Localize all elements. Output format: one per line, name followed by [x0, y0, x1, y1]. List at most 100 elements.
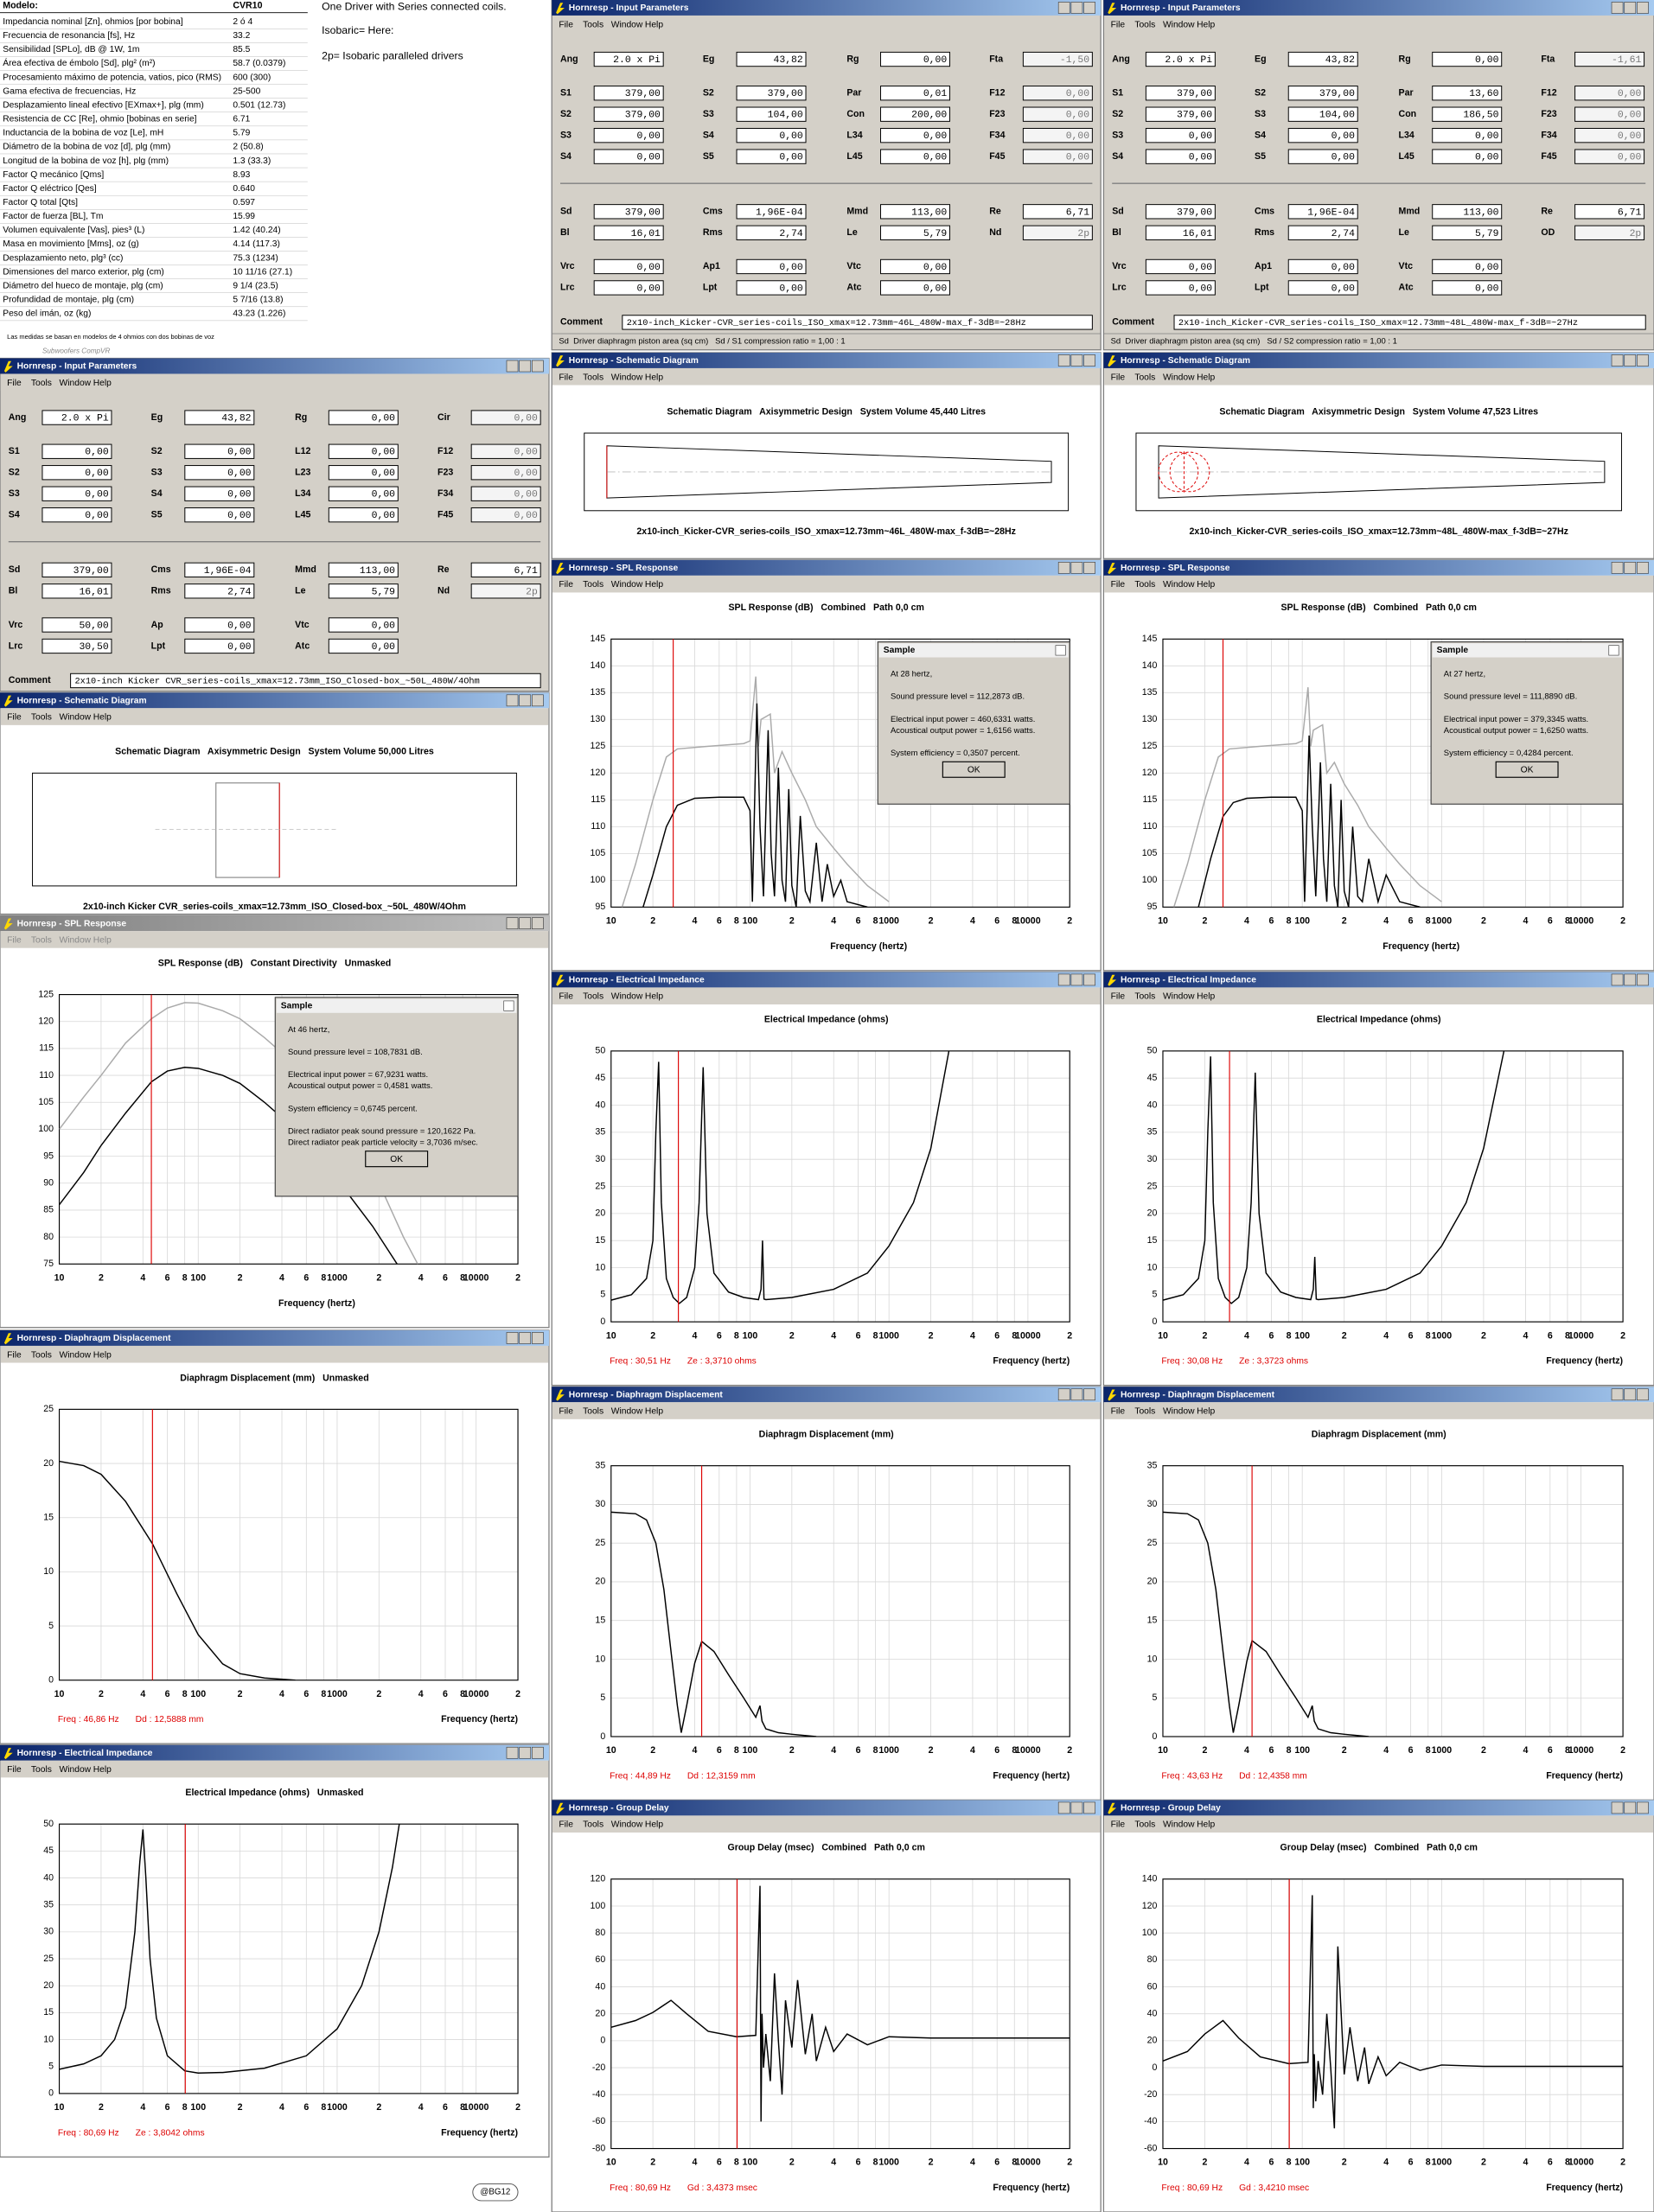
param-field[interactable] [1432, 106, 1503, 122]
param-field[interactable] [470, 562, 541, 577]
menu-item[interactable]: Window [611, 1407, 643, 1417]
menu-item[interactable]: File [559, 1407, 573, 1417]
param-field[interactable] [1432, 258, 1503, 275]
menu-item[interactable]: Help [1197, 580, 1215, 590]
param-field[interactable] [42, 562, 112, 577]
window-button[interactable] [1624, 354, 1637, 367]
param-field[interactable] [1287, 51, 1358, 67]
menu-item[interactable]: File [7, 713, 22, 723]
param-field[interactable] [593, 280, 664, 296]
window-button[interactable] [1611, 2, 1624, 14]
menu-item[interactable]: Tools [583, 1407, 603, 1417]
menu-item[interactable]: File [559, 992, 573, 1002]
param-field[interactable] [328, 507, 399, 523]
dialog-close[interactable] [1608, 645, 1619, 656]
menu-item[interactable]: Help [645, 992, 663, 1002]
param-field[interactable] [1287, 128, 1358, 143]
menu-item[interactable]: Tools [583, 373, 603, 382]
window-button[interactable] [1070, 354, 1083, 367]
param-field[interactable] [42, 638, 112, 654]
menu-item[interactable]: Help [1197, 1820, 1215, 1830]
menu-item[interactable]: Tools [31, 1765, 52, 1775]
menu-item[interactable]: Window [611, 580, 643, 590]
menu-item[interactable]: File [7, 379, 22, 388]
menu-item[interactable]: Tools [583, 1820, 603, 1830]
param-field[interactable] [1574, 204, 1645, 220]
window-button[interactable] [1611, 354, 1624, 367]
menu-item[interactable]: Window [1163, 1407, 1195, 1417]
window-button[interactable] [1624, 973, 1637, 986]
param-field[interactable] [1287, 149, 1358, 164]
menu-item[interactable]: File [7, 935, 22, 945]
window-button[interactable] [1083, 973, 1095, 986]
param-field[interactable] [1145, 51, 1216, 67]
menu-item[interactable]: Window [60, 935, 92, 945]
param-field[interactable] [1432, 204, 1503, 220]
param-field[interactable] [1022, 86, 1093, 101]
menu-item[interactable]: Tools [31, 713, 52, 723]
window-button[interactable] [532, 917, 544, 930]
param-field[interactable] [184, 562, 255, 577]
param-field[interactable] [1145, 225, 1216, 240]
window-button[interactable] [532, 694, 544, 707]
param-field[interactable] [1574, 128, 1645, 143]
param-field[interactable] [1145, 204, 1216, 220]
menu-item[interactable]: Tools [1134, 373, 1155, 382]
window-button[interactable] [1611, 562, 1624, 574]
param-field[interactable] [184, 443, 255, 459]
param-field[interactable] [593, 149, 664, 164]
param-field[interactable] [470, 410, 541, 425]
dialog-close[interactable] [1055, 645, 1066, 656]
param-field[interactable] [1022, 106, 1093, 122]
param-field[interactable] [1574, 149, 1645, 164]
param-field[interactable] [736, 204, 807, 220]
menu-item[interactable]: Tools [1134, 992, 1155, 1002]
window-button[interactable] [1637, 562, 1649, 574]
menu-item[interactable]: Tools [583, 580, 603, 590]
param-field[interactable] [328, 465, 399, 481]
menu-item[interactable]: Window [60, 1765, 92, 1775]
window-button[interactable] [506, 917, 519, 930]
menu-item[interactable]: File [559, 20, 573, 29]
param-field[interactable] [42, 443, 112, 459]
param-field[interactable] [736, 51, 807, 67]
window-button[interactable] [532, 1332, 544, 1344]
menu-item[interactable]: File [559, 580, 573, 590]
param-field[interactable] [470, 486, 541, 501]
param-field[interactable] [184, 486, 255, 501]
window-button[interactable] [532, 1746, 544, 1759]
param-field[interactable] [1145, 149, 1216, 164]
param-field[interactable] [593, 225, 664, 240]
param-field[interactable] [1022, 128, 1093, 143]
menu-item[interactable]: Help [1197, 992, 1215, 1002]
param-field[interactable] [42, 486, 112, 501]
window-button[interactable] [1637, 2, 1649, 14]
menu-item[interactable]: Window [60, 1350, 92, 1360]
menu-item[interactable]: Tools [31, 935, 52, 945]
param-field[interactable] [1145, 280, 1216, 296]
param-field[interactable] [736, 225, 807, 240]
param-field[interactable] [593, 258, 664, 275]
window-button[interactable] [1624, 562, 1637, 574]
window-button[interactable] [519, 694, 532, 707]
param-field[interactable] [593, 51, 664, 67]
param-field[interactable] [593, 204, 664, 220]
window-button[interactable] [1070, 562, 1083, 574]
ok-button[interactable] [365, 1151, 429, 1168]
menu-item[interactable]: Window [611, 992, 643, 1002]
window-button[interactable] [506, 360, 519, 373]
param-field[interactable] [1432, 225, 1503, 240]
comment-field[interactable] [622, 315, 1093, 330]
window-button[interactable] [1624, 2, 1637, 14]
param-field[interactable] [1574, 106, 1645, 122]
ok-button[interactable] [942, 761, 1006, 778]
comment-field[interactable] [70, 673, 541, 689]
param-field[interactable] [1432, 51, 1503, 67]
param-field[interactable] [1022, 149, 1093, 164]
param-field[interactable] [42, 507, 112, 523]
param-field[interactable] [470, 507, 541, 523]
param-field[interactable] [880, 225, 950, 240]
menu-item[interactable]: Help [93, 1765, 112, 1775]
menu-item[interactable]: Window [1163, 1820, 1195, 1830]
menu-item[interactable]: File [7, 1350, 22, 1360]
